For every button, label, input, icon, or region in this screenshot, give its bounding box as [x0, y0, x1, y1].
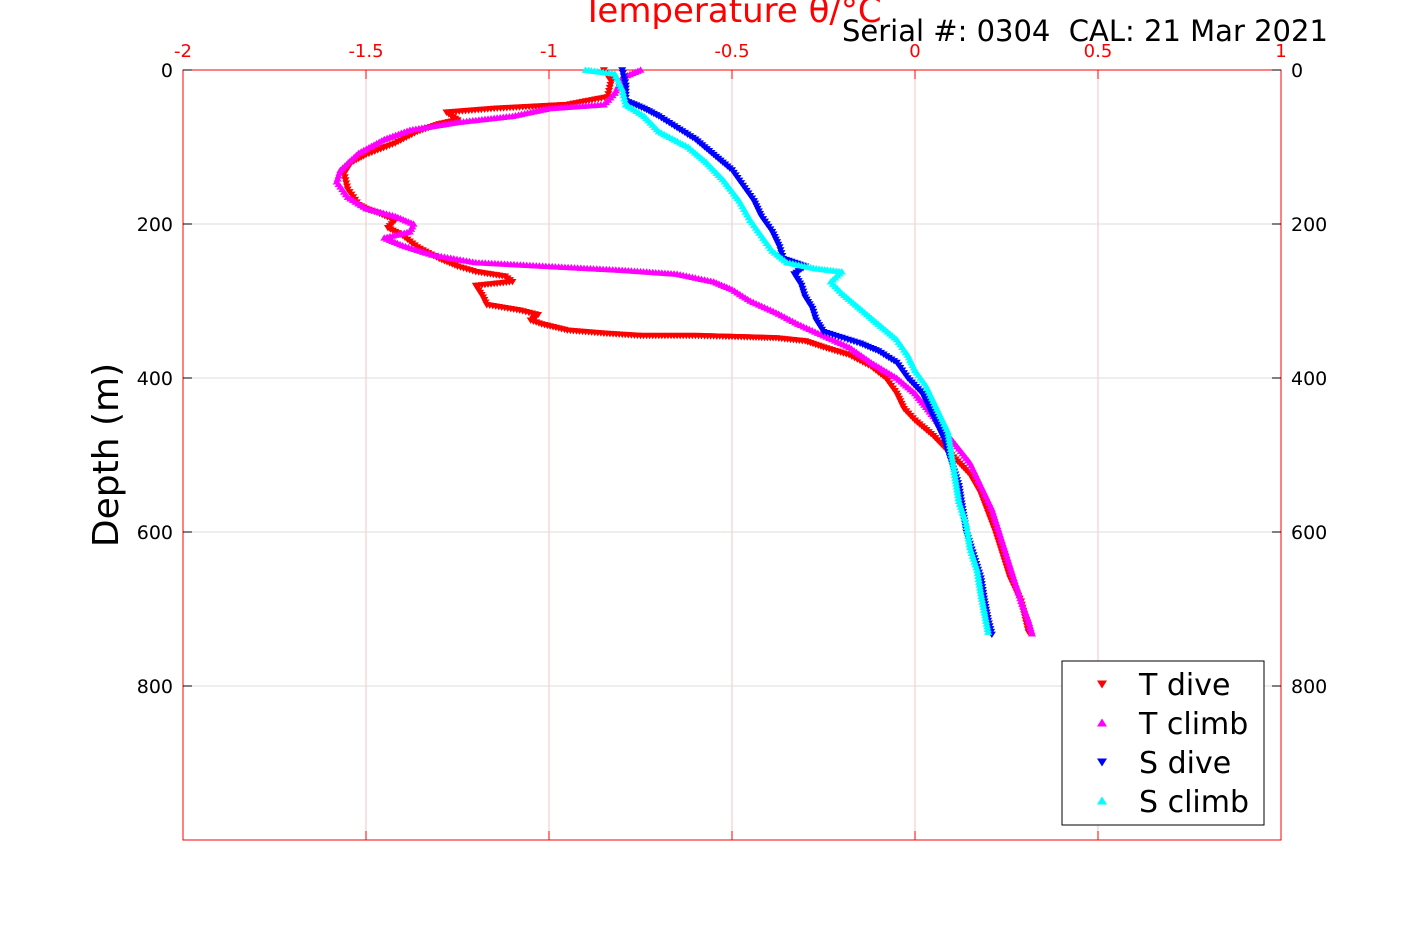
data-point	[964, 535, 973, 542]
data-point	[944, 434, 953, 441]
data-point	[618, 85, 627, 93]
data-point	[953, 488, 962, 496]
data-point	[948, 454, 957, 461]
data-point	[964, 532, 973, 539]
legend-label: S dive	[1139, 746, 1231, 781]
data-point	[618, 88, 627, 96]
data-point	[943, 428, 952, 435]
x-tick-label: 0.5	[1084, 41, 1113, 62]
x-tick-label: -2	[174, 41, 192, 62]
data-point	[981, 612, 990, 619]
data-point	[1028, 630, 1037, 637]
data-point	[976, 590, 985, 597]
data-point	[947, 448, 956, 455]
x-tick-label: 1	[1275, 41, 1286, 62]
data-point	[950, 468, 959, 476]
legend-label: T climb	[1138, 707, 1248, 742]
legend-marker	[1097, 758, 1107, 767]
data-point	[948, 457, 957, 464]
data-point	[981, 614, 990, 622]
data-point	[620, 94, 629, 102]
legend: T dive T climb S dive S climb	[1061, 660, 1265, 826]
y-axis-label: Depth (m)	[86, 363, 127, 547]
legend-label: T dive	[1138, 668, 1230, 703]
data-point	[953, 486, 962, 493]
y-tick-label-left: 400	[137, 368, 173, 390]
y-tick-label-right: 600	[1291, 522, 1327, 544]
data-point	[962, 520, 971, 528]
data-point	[962, 523, 971, 530]
data-point	[973, 566, 982, 574]
legend-box	[1061, 660, 1265, 826]
data-point	[980, 609, 989, 616]
series-s-climb	[581, 66, 993, 635]
data-point	[983, 625, 992, 633]
data-point	[619, 91, 628, 99]
data-point	[949, 465, 958, 473]
legend-marker	[1097, 796, 1107, 805]
data-point	[954, 491, 963, 499]
data-point	[965, 540, 974, 548]
data-point	[952, 480, 961, 487]
data-point	[963, 526, 972, 533]
series-t-climb	[332, 66, 1037, 637]
y-tick-label-left: 200	[137, 214, 173, 236]
data-point	[954, 494, 963, 502]
data-point	[975, 581, 984, 588]
data-point	[983, 623, 992, 630]
x-tick-label: 0	[909, 41, 920, 62]
data-point	[946, 445, 955, 453]
data-point	[951, 477, 960, 484]
y-tick-label-right: 400	[1291, 368, 1327, 390]
data-point	[982, 620, 991, 627]
data-point	[973, 569, 982, 577]
legend-marker	[1097, 718, 1107, 727]
data-point	[945, 436, 954, 444]
y-tick-label-right: 0	[1291, 60, 1303, 82]
data-point	[964, 538, 973, 545]
data-point	[976, 587, 985, 594]
data-point	[978, 598, 987, 605]
data-point	[978, 601, 987, 608]
x-tick-label: -1	[540, 41, 558, 62]
data-point	[950, 471, 959, 479]
data-point	[974, 572, 983, 580]
legend-label: S climb	[1139, 785, 1249, 820]
data-point	[974, 575, 983, 582]
y-tick-label-right: 800	[1291, 676, 1327, 698]
data-point	[621, 97, 630, 105]
data-point	[977, 592, 986, 600]
data-point	[982, 617, 991, 624]
data-point	[945, 439, 954, 447]
legend-marker	[1097, 680, 1107, 689]
data-point	[949, 462, 958, 470]
data-point	[951, 474, 960, 481]
data-point	[946, 442, 955, 450]
data-points	[332, 66, 1037, 639]
x-tick-label: -1.5	[348, 41, 383, 62]
data-point	[979, 603, 988, 611]
data-point	[984, 628, 993, 635]
data-point	[944, 431, 953, 438]
y-tick-label-left: 600	[137, 522, 173, 544]
y-tick-label-left: 0	[161, 60, 173, 82]
data-point	[980, 606, 989, 613]
x-tick-label: -0.5	[714, 41, 749, 62]
data-point	[947, 451, 956, 458]
y-tick-label-left: 800	[137, 676, 173, 698]
data-point	[948, 460, 957, 467]
data-point	[963, 529, 972, 536]
chart-title: Temperature θ/°C	[581, 0, 881, 31]
serial-cal-label: Serial #: 0304 CAL: 21 Mar 2021	[842, 14, 1328, 48]
y-tick-label-right: 200	[1291, 214, 1327, 236]
grid	[183, 70, 1281, 840]
data-point	[977, 595, 986, 602]
data-point	[975, 584, 984, 591]
data-point	[975, 578, 984, 585]
data-point	[952, 483, 961, 490]
